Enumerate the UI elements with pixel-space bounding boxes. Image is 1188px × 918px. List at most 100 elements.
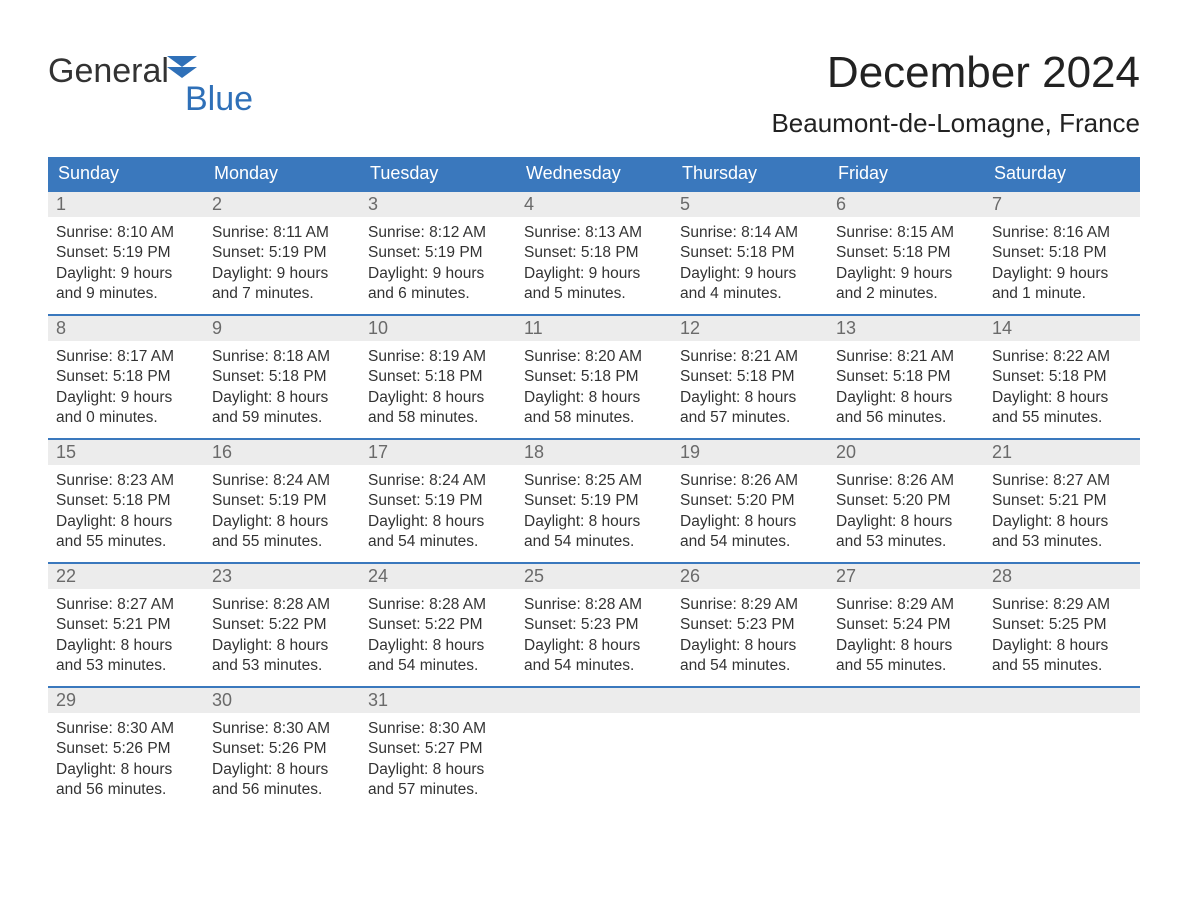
day-cell: 29Sunrise: 8:30 AMSunset: 5:26 PMDayligh…	[48, 688, 204, 806]
daylight-line-2: and 2 minutes.	[836, 284, 976, 304]
daylight-line-2: and 9 minutes.	[56, 284, 196, 304]
dow-saturday: Saturday	[984, 157, 1140, 190]
sunset-line: Sunset: 5:21 PM	[56, 615, 196, 635]
dow-friday: Friday	[828, 157, 984, 190]
daylight-line-2: and 58 minutes.	[524, 408, 664, 428]
daylight-line-1: Daylight: 8 hours	[836, 388, 976, 408]
logo-text-blue: Blue	[185, 82, 253, 116]
sunrise-line: Sunrise: 8:19 AM	[368, 347, 508, 367]
day-body: Sunrise: 8:22 AMSunset: 5:18 PMDaylight:…	[984, 341, 1140, 429]
day-body: Sunrise: 8:29 AMSunset: 5:25 PMDaylight:…	[984, 589, 1140, 677]
daylight-line-1: Daylight: 9 hours	[680, 264, 820, 284]
day-number: 14	[984, 316, 1140, 341]
daylight-line-1: Daylight: 8 hours	[680, 388, 820, 408]
day-cell: 5Sunrise: 8:14 AMSunset: 5:18 PMDaylight…	[672, 192, 828, 310]
sunset-line: Sunset: 5:21 PM	[992, 491, 1132, 511]
day-cell: 25Sunrise: 8:28 AMSunset: 5:23 PMDayligh…	[516, 564, 672, 682]
daylight-line-2: and 1 minute.	[992, 284, 1132, 304]
day-body: Sunrise: 8:16 AMSunset: 5:18 PMDaylight:…	[984, 217, 1140, 305]
daylight-line-1: Daylight: 9 hours	[992, 264, 1132, 284]
day-number: 28	[984, 564, 1140, 589]
sunrise-line: Sunrise: 8:21 AM	[836, 347, 976, 367]
sunset-line: Sunset: 5:18 PM	[524, 367, 664, 387]
sunrise-line: Sunrise: 8:30 AM	[212, 719, 352, 739]
day-number: 20	[828, 440, 984, 465]
daylight-line-1: Daylight: 8 hours	[524, 636, 664, 656]
day-body: Sunrise: 8:14 AMSunset: 5:18 PMDaylight:…	[672, 217, 828, 305]
daylight-line-2: and 56 minutes.	[56, 780, 196, 800]
day-number: 7	[984, 192, 1140, 217]
day-cell: 20Sunrise: 8:26 AMSunset: 5:20 PMDayligh…	[828, 440, 984, 558]
day-body: Sunrise: 8:19 AMSunset: 5:18 PMDaylight:…	[360, 341, 516, 429]
day-cell: 19Sunrise: 8:26 AMSunset: 5:20 PMDayligh…	[672, 440, 828, 558]
day-cell: 11Sunrise: 8:20 AMSunset: 5:18 PMDayligh…	[516, 316, 672, 434]
day-body: Sunrise: 8:10 AMSunset: 5:19 PMDaylight:…	[48, 217, 204, 305]
day-number: 21	[984, 440, 1140, 465]
daylight-line-2: and 54 minutes.	[680, 532, 820, 552]
sunset-line: Sunset: 5:18 PM	[212, 367, 352, 387]
sunset-line: Sunset: 5:23 PM	[680, 615, 820, 635]
sunrise-line: Sunrise: 8:22 AM	[992, 347, 1132, 367]
day-number: 30	[204, 688, 360, 713]
day-number: 31	[360, 688, 516, 713]
daylight-line-1: Daylight: 8 hours	[56, 512, 196, 532]
sunrise-line: Sunrise: 8:28 AM	[368, 595, 508, 615]
daylight-line-1: Daylight: 8 hours	[836, 636, 976, 656]
daylight-line-1: Daylight: 8 hours	[56, 636, 196, 656]
title-block: December 2024 Beaumont-de-Lomagne, Franc…	[771, 48, 1140, 139]
day-cell: 18Sunrise: 8:25 AMSunset: 5:19 PMDayligh…	[516, 440, 672, 558]
sunrise-line: Sunrise: 8:24 AM	[212, 471, 352, 491]
daylight-line-1: Daylight: 8 hours	[524, 388, 664, 408]
day-body: Sunrise: 8:15 AMSunset: 5:18 PMDaylight:…	[828, 217, 984, 305]
days-of-week-header: Sunday Monday Tuesday Wednesday Thursday…	[48, 157, 1140, 190]
daylight-line-1: Daylight: 8 hours	[368, 512, 508, 532]
day-cell: 21Sunrise: 8:27 AMSunset: 5:21 PMDayligh…	[984, 440, 1140, 558]
day-body: Sunrise: 8:20 AMSunset: 5:18 PMDaylight:…	[516, 341, 672, 429]
sunset-line: Sunset: 5:25 PM	[992, 615, 1132, 635]
daylight-line-1: Daylight: 8 hours	[680, 512, 820, 532]
day-cell: 10Sunrise: 8:19 AMSunset: 5:18 PMDayligh…	[360, 316, 516, 434]
header: General Blue December 2024 Beaumont-de-L…	[48, 48, 1140, 139]
daylight-line-2: and 53 minutes.	[992, 532, 1132, 552]
day-cell: 14Sunrise: 8:22 AMSunset: 5:18 PMDayligh…	[984, 316, 1140, 434]
daylight-line-2: and 55 minutes.	[56, 532, 196, 552]
sunrise-line: Sunrise: 8:14 AM	[680, 223, 820, 243]
sunrise-line: Sunrise: 8:28 AM	[524, 595, 664, 615]
sunrise-line: Sunrise: 8:16 AM	[992, 223, 1132, 243]
dow-monday: Monday	[204, 157, 360, 190]
day-body: Sunrise: 8:24 AMSunset: 5:19 PMDaylight:…	[204, 465, 360, 553]
sunset-line: Sunset: 5:19 PM	[212, 491, 352, 511]
week-row: 22Sunrise: 8:27 AMSunset: 5:21 PMDayligh…	[48, 562, 1140, 682]
daylight-line-2: and 55 minutes.	[212, 532, 352, 552]
day-body: Sunrise: 8:25 AMSunset: 5:19 PMDaylight:…	[516, 465, 672, 553]
day-number: 2	[204, 192, 360, 217]
sunset-line: Sunset: 5:27 PM	[368, 739, 508, 759]
sunset-line: Sunset: 5:20 PM	[836, 491, 976, 511]
day-cell: 3Sunrise: 8:12 AMSunset: 5:19 PMDaylight…	[360, 192, 516, 310]
day-number: 12	[672, 316, 828, 341]
day-body: Sunrise: 8:18 AMSunset: 5:18 PMDaylight:…	[204, 341, 360, 429]
daylight-line-1: Daylight: 9 hours	[212, 264, 352, 284]
day-number: 11	[516, 316, 672, 341]
daylight-line-2: and 55 minutes.	[836, 656, 976, 676]
day-cell: 9Sunrise: 8:18 AMSunset: 5:18 PMDaylight…	[204, 316, 360, 434]
day-number: 16	[204, 440, 360, 465]
week-row: 15Sunrise: 8:23 AMSunset: 5:18 PMDayligh…	[48, 438, 1140, 558]
sunrise-line: Sunrise: 8:20 AM	[524, 347, 664, 367]
day-number: 15	[48, 440, 204, 465]
daylight-line-2: and 57 minutes.	[680, 408, 820, 428]
daylight-line-1: Daylight: 8 hours	[212, 636, 352, 656]
sunset-line: Sunset: 5:18 PM	[992, 367, 1132, 387]
daylight-line-2: and 0 minutes.	[56, 408, 196, 428]
sunrise-line: Sunrise: 8:15 AM	[836, 223, 976, 243]
day-number: 5	[672, 192, 828, 217]
day-cell: 7Sunrise: 8:16 AMSunset: 5:18 PMDaylight…	[984, 192, 1140, 310]
day-body: Sunrise: 8:28 AMSunset: 5:22 PMDaylight:…	[360, 589, 516, 677]
daylight-line-1: Daylight: 9 hours	[56, 264, 196, 284]
daylight-line-2: and 57 minutes.	[368, 780, 508, 800]
day-body: Sunrise: 8:29 AMSunset: 5:24 PMDaylight:…	[828, 589, 984, 677]
daylight-line-1: Daylight: 8 hours	[680, 636, 820, 656]
day-number: 6	[828, 192, 984, 217]
day-cell: 23Sunrise: 8:28 AMSunset: 5:22 PMDayligh…	[204, 564, 360, 682]
week-row: 8Sunrise: 8:17 AMSunset: 5:18 PMDaylight…	[48, 314, 1140, 434]
